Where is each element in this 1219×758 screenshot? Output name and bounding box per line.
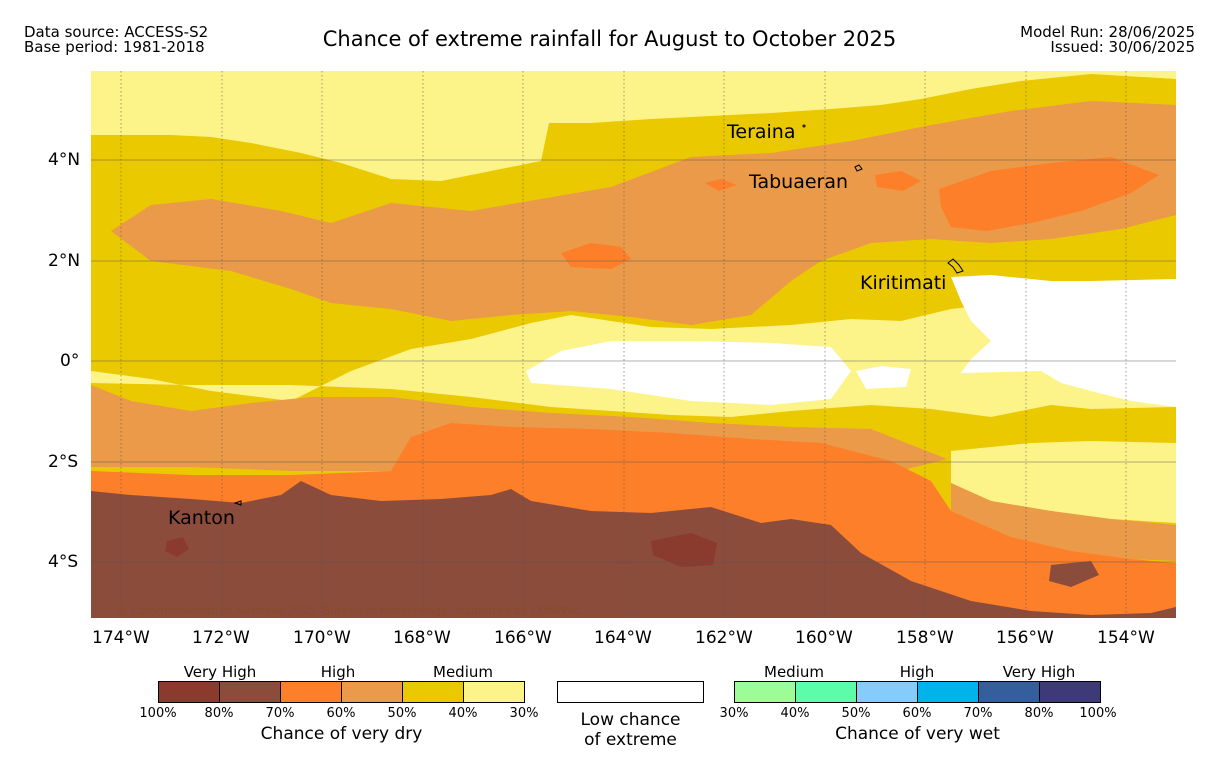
legend-dry-swatch-50-60 [342, 682, 403, 702]
lon-label-158w: 158°W [896, 628, 954, 648]
legend-wet-swatch-40-50 [796, 682, 857, 702]
place-label-teraina: Teraina [727, 121, 796, 143]
base-period-label: Base period: 1981-2018 [24, 38, 205, 56]
legend-dry-colorbar [158, 681, 525, 703]
graticule-meridians [120, 71, 1127, 618]
legend-dry-tick: 80% [204, 706, 234, 721]
map-panel [91, 71, 1176, 618]
lon-label-156w: 156°W [996, 628, 1054, 648]
issued-label: Issued: 30/06/2025 [1050, 38, 1195, 56]
legend-wet-tick: 100% [1079, 706, 1117, 721]
legend-wet-swatch-50-60 [857, 682, 918, 702]
legend-wet-medium: Medium [764, 663, 824, 681]
legend-wet-swatch-70-80 [979, 682, 1040, 702]
legend-dry-tick: 40% [448, 706, 478, 721]
legend-dry-swatch-70-80 [220, 682, 281, 702]
legend-dry-medium: Medium [433, 663, 493, 681]
zone-low-chance-central [526, 341, 851, 405]
zone-very-high-80-100-patch-a [651, 533, 717, 567]
zone-high-60-70-patch-c [875, 171, 921, 191]
legend-wet-high: High [899, 663, 935, 681]
legend-wet-tick: 60% [902, 706, 932, 721]
map-title: Chance of extreme rainfall for August to… [322, 27, 897, 51]
lat-label-2n: 2°N [48, 251, 81, 271]
legend-dry-tick: 30% [509, 706, 539, 721]
legend-dry-swatch-60-70 [281, 682, 342, 702]
lon-label-174w: 174°W [92, 628, 150, 648]
zone-high-60-70-patch-b [705, 179, 737, 191]
legend-low-chance-line1: Low chance [580, 710, 681, 730]
legend-low-chance-swatch [557, 681, 704, 703]
island-outlines [233, 124, 964, 506]
legend-wet-tick: 40% [780, 706, 810, 721]
lon-label-168w: 168°W [393, 628, 451, 648]
legend-dry-tick: 60% [326, 706, 356, 721]
zone-high-50-60-north [111, 101, 1176, 325]
zone-low-chance-small [856, 366, 911, 389]
legend-dry-high: High [320, 663, 356, 681]
legend-low-chance-line2: of extreme [584, 730, 677, 750]
legend-wet-very-high: Very High [1002, 663, 1076, 681]
zone-high-60-70-patch-d [939, 157, 1159, 231]
rainfall-probability-map [91, 71, 1176, 618]
legend-wet-tick: 70% [963, 706, 993, 721]
legend-dry-swatch-30-40 [464, 682, 524, 702]
legend-wet-swatch-80-100 [1040, 682, 1100, 702]
zone-very-high-80-100-patch-b [165, 537, 189, 557]
lat-label-4s: 4°S [48, 552, 79, 572]
zone-very-high-70-80-patch [1049, 561, 1099, 587]
graticule [91, 159, 1176, 563]
zone-medium-30-40-southeast [951, 441, 1176, 523]
lon-label-154w: 154°W [1097, 628, 1155, 648]
lon-label-160w: 160°W [795, 628, 853, 648]
legend-dry-swatch-80-100 [159, 682, 220, 702]
model-run-label: Model Run: 28/06/2025 [1020, 23, 1195, 41]
legend-wet-tick: 30% [719, 706, 749, 721]
lon-label-162w: 162°W [695, 628, 753, 648]
place-label-tabuaeran: Tabuaeran [749, 171, 849, 193]
lat-label-0: 0° [60, 351, 80, 371]
zone-very-high-70-80-south [91, 481, 1176, 618]
zone-high-50-60-southeast [951, 483, 1176, 561]
zone-high-60-70-patch-a [561, 243, 631, 269]
legend-dry-title: Chance of very dry [260, 724, 423, 744]
legend-dry-tick: 70% [265, 706, 295, 721]
copyright-notice: © Commonwealth of Australia 2025, Bureau… [117, 604, 581, 617]
zone-medium-30-40-north [91, 71, 1176, 181]
zone-low-chance-east [951, 275, 1176, 407]
legend-dry-swatch-40-50 [403, 682, 464, 702]
lat-label-4n: 4°N [48, 150, 81, 170]
legend-wet-tick: 50% [841, 706, 871, 721]
legend-wet-swatch-30-40 [735, 682, 796, 702]
legend-wet-tick: 80% [1024, 706, 1054, 721]
legend-wet-swatch-60-70 [918, 682, 979, 702]
lon-label-172w: 172°W [192, 628, 250, 648]
legend-wet-title: Chance of very wet [835, 724, 1000, 744]
legend-dry-very-high: Very High [183, 663, 257, 681]
legend-wet-colorbar [734, 681, 1101, 703]
data-source-label: Data source: ACCESS-S2 [24, 23, 209, 41]
lat-label-2s: 2°S [48, 452, 79, 472]
place-label-kanton: Kanton [168, 507, 235, 529]
lon-label-166w: 166°W [494, 628, 552, 648]
lon-label-170w: 170°W [293, 628, 351, 648]
legend-dry-tick: 50% [387, 706, 417, 721]
lon-label-164w: 164°W [594, 628, 652, 648]
legend-dry-tick: 100% [139, 706, 177, 721]
place-label-kiritimati: Kiritimati [860, 272, 947, 294]
